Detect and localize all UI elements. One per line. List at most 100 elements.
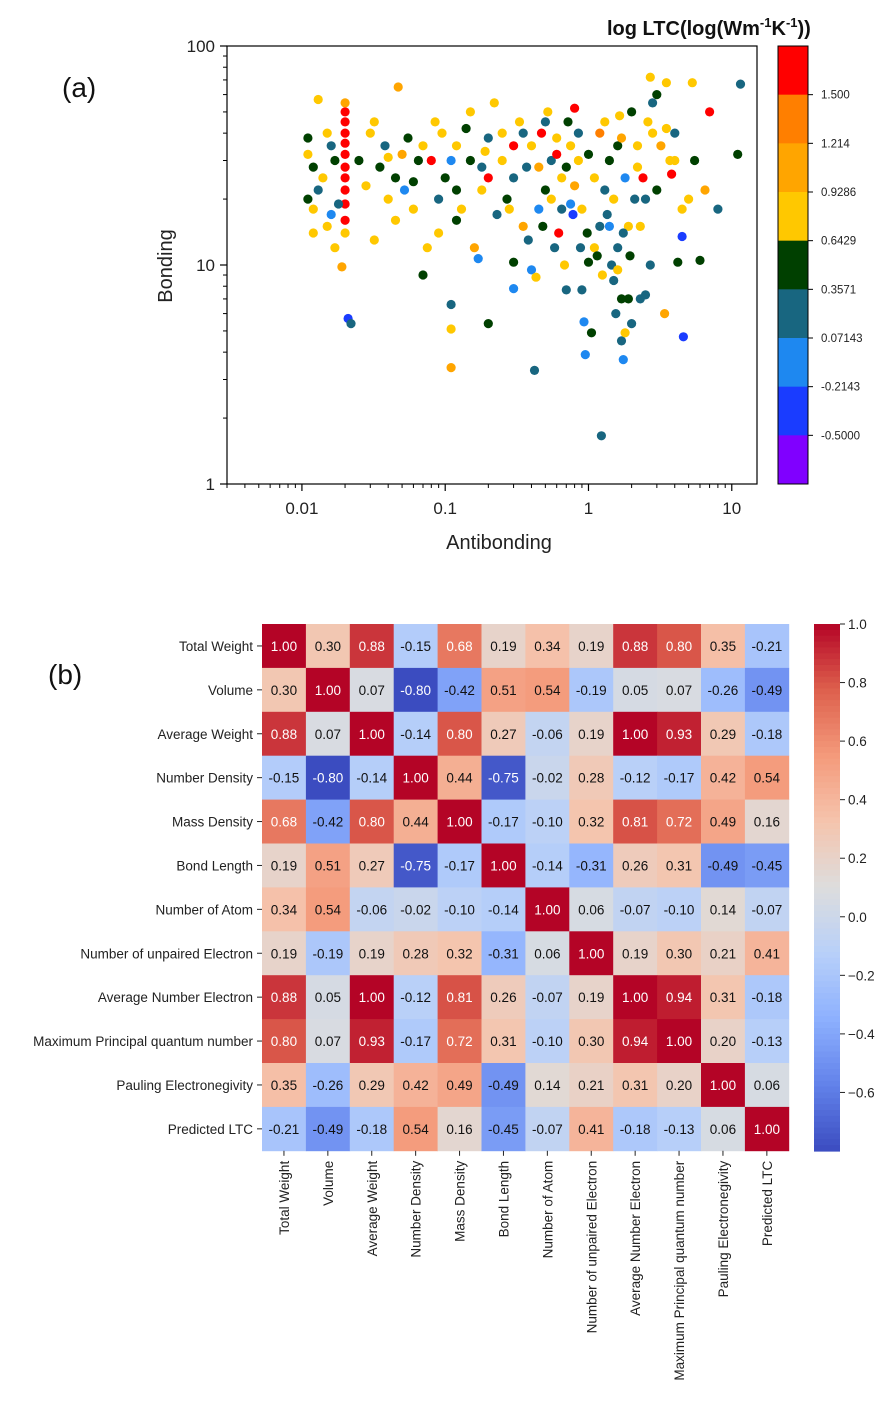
scatter-point [330, 243, 340, 253]
heatmap-cell [481, 1019, 526, 1064]
heatmap-colorbar-segment [814, 987, 840, 994]
heatmap-colorbar-segment [814, 682, 840, 690]
heatmap-cell-value: 0.21 [710, 946, 736, 961]
heatmap-cell-value: 1.00 [446, 815, 472, 830]
heatmap-cell [262, 711, 307, 757]
scatter-point [308, 162, 318, 172]
heatmap-cell [701, 624, 746, 669]
scatter-point [616, 133, 627, 143]
heatmap-column-label: Average Number Electron [628, 1161, 643, 1316]
heatmap-cell [349, 1019, 395, 1064]
heatmap-colorbar-segment [814, 624, 840, 631]
heatmap-cell-value: 0.88 [271, 727, 297, 742]
heatmap-colorbar-segment [814, 1104, 840, 1111]
heatmap-colorbar-segment [814, 1051, 840, 1058]
heatmap-cell-value: 0.93 [666, 727, 692, 742]
heatmap-cell-value: 0.54 [403, 1122, 430, 1137]
heatmap-cell [569, 1063, 614, 1108]
heatmap-cell [613, 1063, 658, 1108]
heatmap-cell [569, 711, 614, 757]
heatmap-cell [305, 1019, 351, 1064]
heatmap-colorbar-segment [814, 840, 840, 848]
heatmap-cell-value: -0.42 [444, 683, 475, 698]
scatter-point [340, 98, 350, 108]
colorbar-band [778, 386, 808, 436]
heatmap-cell [613, 799, 658, 844]
heatmap-cell-value: 0.31 [666, 858, 692, 873]
heatmap-cell [744, 975, 790, 1020]
heatmap-cell-value: 0.93 [359, 1034, 385, 1049]
heatmap-cell-value: 0.05 [622, 683, 648, 698]
heatmap-colorbar-tick-label: −0.6 [848, 1085, 875, 1100]
heatmap-cell-value: -0.19 [576, 683, 607, 698]
heatmap-cell-value: -0.12 [400, 990, 431, 1005]
scatter-point [630, 194, 640, 204]
colorbar-band [778, 46, 808, 96]
heatmap-cell-value: 1.00 [271, 639, 297, 654]
heatmap-colorbar-segment [814, 1063, 840, 1070]
heatmap-cell-value: 0.35 [271, 1078, 297, 1093]
heatmap-cell [525, 931, 570, 976]
scatter-point [303, 149, 313, 159]
heatmap-cell [305, 624, 351, 669]
heatmap-cell-value: -0.06 [356, 902, 387, 917]
heatmap-cell-value: -0.75 [400, 858, 431, 873]
heatmap-colorbar-segment [814, 1080, 840, 1088]
heatmap-cell-value: 1.00 [534, 902, 560, 917]
heatmap-cell-value: 0.29 [359, 1078, 385, 1093]
scatter-point [616, 336, 627, 346]
scatter-point [380, 141, 390, 151]
heatmap-colorbar-segment [814, 629, 840, 637]
heatmap-colorbar-segment [814, 1086, 840, 1094]
scatter-point [340, 228, 350, 238]
heatmap-cell-value: 0.21 [578, 1078, 604, 1093]
heatmap-cell [481, 755, 526, 800]
heatmap-cell [481, 887, 526, 932]
heatmap-cell [657, 799, 702, 844]
scatter-point [570, 103, 580, 113]
heatmap-colorbar-segment [814, 1139, 840, 1146]
heatmap-colorbar-segment [814, 981, 840, 988]
heatmap-colorbar-segment [814, 828, 840, 836]
heatmap-cell-value: -0.07 [532, 990, 563, 1005]
scatter-point [615, 111, 625, 121]
scatter-point [451, 185, 462, 195]
heatmap-cell-value: 0.30 [578, 1034, 604, 1049]
heatmap-cell [657, 1063, 702, 1108]
heatmap-colorbar-segment [814, 940, 840, 947]
heatmap-colorbar-segment [814, 782, 840, 789]
scatter-point [465, 107, 475, 117]
heatmap-cell [349, 667, 395, 713]
heatmap-cell [437, 667, 482, 713]
heatmap-colorbar-segment [814, 688, 840, 695]
scatter-point [573, 128, 584, 138]
heatmap-colorbar-segment [814, 1039, 840, 1047]
panel-b-label: (b) [48, 659, 82, 690]
heatmap-cell-value: -0.13 [664, 1122, 695, 1137]
scatter-point [326, 209, 336, 220]
heatmap-cell-value: 1.00 [490, 858, 516, 873]
heatmap-cell [613, 931, 658, 976]
scatter-point [677, 204, 687, 214]
heatmap-cell [305, 667, 351, 713]
heatmap-cell [305, 799, 351, 844]
y-tick-label: 10 [196, 256, 215, 275]
scatter-point [473, 254, 483, 264]
scatter-point [489, 98, 499, 108]
heatmap-cell-value: -0.17 [400, 1034, 431, 1049]
heatmap-cell-value: -0.42 [312, 815, 343, 830]
heatmap-cell [393, 755, 438, 800]
heatmap-cell [393, 975, 438, 1020]
heatmap-cell-value: -0.17 [664, 771, 695, 786]
scatter-point [561, 162, 571, 172]
heatmap-colorbar-segment [814, 951, 840, 959]
heatmap-cell-value: 0.68 [271, 815, 297, 830]
scatter-point [561, 285, 571, 295]
heatmap-colorbar-segment [814, 723, 840, 730]
scatter-point [422, 243, 432, 253]
heatmap-colorbar-segment [814, 799, 840, 807]
heatmap-cell [393, 1019, 438, 1064]
colorbar-tick-label: 1.500 [821, 90, 850, 102]
heatmap-colorbar-segment [814, 928, 840, 935]
heatmap-cell-value: -0.75 [488, 771, 519, 786]
